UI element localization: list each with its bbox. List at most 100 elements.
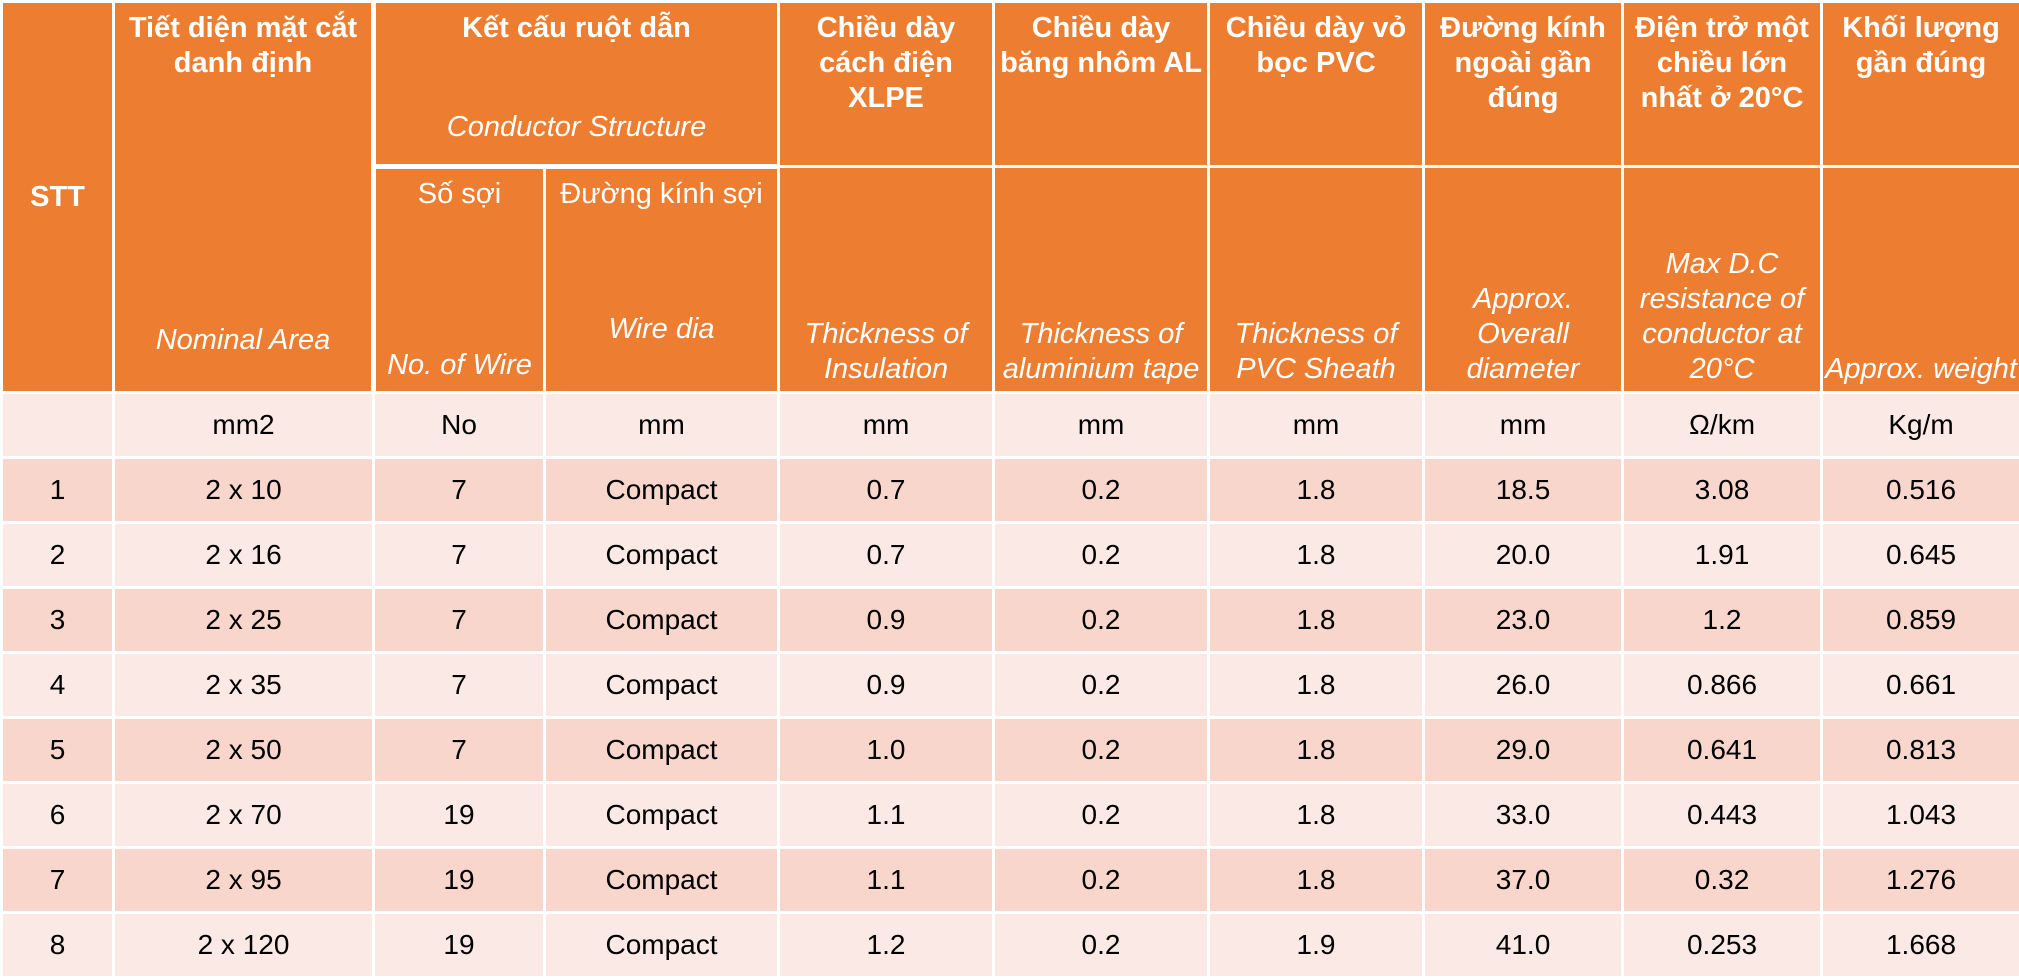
table-cell: 0.2 [992,911,1211,979]
table-cell: Compact [542,846,781,914]
table-cell: 2 x 120 [112,911,375,979]
unit-cell: mm [992,391,1211,459]
table-cell: Compact [542,651,781,719]
table-cell: 0.661 [1820,651,2019,719]
table-cell: 1 [0,456,115,524]
table-cell: 19 [372,846,546,914]
table-cell: 19 [372,781,546,849]
unit-cell: mm [542,391,781,459]
table-cell: 1.8 [1207,716,1426,784]
header-weight-vi: Khối lượng gần đúng [1820,0,2019,168]
table-cell: 1.668 [1820,911,2019,979]
table-cell: 7 [372,521,546,589]
table-cell: 0.2 [992,846,1211,914]
table-cell: Compact [542,586,781,654]
table-cell: 4 [0,651,115,719]
table-cell: 0.2 [992,521,1211,589]
table-cell: 7 [372,651,546,719]
table-cell: 0.2 [992,651,1211,719]
header-sheath-vi: Chiều dày vỏ bọc PVC [1207,0,1426,168]
unit-cell: mm [777,391,996,459]
table-cell: 3.08 [1621,456,1824,524]
table-cell: 1.91 [1621,521,1824,589]
table-cell: 33.0 [1422,781,1625,849]
table-cell: 6 [0,781,115,849]
table-cell: 0.813 [1820,716,2019,784]
header-diameter-vi: Đường kính ngoài gần đúng [1422,0,1625,168]
table-cell: 37.0 [1422,846,1625,914]
header-nominal-area: Tiết diện mặt cắt danh định Nominal Area [112,0,376,394]
table-cell: 18.5 [1422,456,1625,524]
table-cell: 20.0 [1422,521,1625,589]
header-insulation-en: Thickness of Insulation [777,165,996,394]
table-cell: Compact [542,911,781,979]
table-cell: 1.8 [1207,651,1426,719]
table-cell: 2 x 35 [112,651,375,719]
table-cell: 1.1 [777,846,996,914]
table-cell: 19 [372,911,546,979]
table-cell: 1.1 [777,781,996,849]
table-cell: 0.516 [1820,456,2019,524]
table-cell: 1.8 [1207,586,1426,654]
table-cell: Compact [542,456,781,524]
unit-cell: mm2 [112,391,375,459]
table-cell: 26.0 [1422,651,1625,719]
table-cell: 0.253 [1621,911,1824,979]
header-insulation-vi: Chiều dày cách điện XLPE [777,0,996,168]
table-cell: 2 x 25 [112,586,375,654]
table-cell: 1.8 [1207,781,1426,849]
table-cell: 0.2 [992,781,1211,849]
table-cell: 1.0 [777,716,996,784]
table-cell: Compact [542,716,781,784]
table-cell: 41.0 [1422,911,1625,979]
table-cell: 2 [0,521,115,589]
header-weight-en: Approx. weight [1820,165,2019,394]
table-cell: Compact [542,521,781,589]
table-cell: 0.2 [992,716,1211,784]
table-cell: 0.7 [777,456,996,524]
header-diameter-en: Approx. Overall diameter [1422,165,1625,394]
table-cell: 7 [372,586,546,654]
unit-cell: Kg/m [1820,391,2019,459]
table-cell: 8 [0,911,115,979]
header-sheath-en: Thickness of PVC Sheath [1207,165,1426,394]
table-cell: 0.7 [777,521,996,589]
table-cell: 0.859 [1820,586,2019,654]
table-cell: 29.0 [1422,716,1625,784]
table-cell: 2 x 10 [112,456,375,524]
header-no-of-wire: Số sợi No. of Wire [372,165,546,394]
table-cell: 0.641 [1621,716,1824,784]
table-cell: 0.645 [1820,521,2019,589]
table-cell: 0.2 [992,586,1211,654]
unit-cell: Ω/km [1621,391,1824,459]
table-cell: 0.2 [992,456,1211,524]
units-row: mm2 No mm mm mm mm mm Ω/km Kg/m [0,391,2019,459]
header-wire-dia: Đường kính sợi Wire dia [542,165,781,394]
table-cell: 1.8 [1207,846,1426,914]
table-cell: 2 x 50 [112,716,375,784]
table-cell: 2 x 95 [112,846,375,914]
table-cell: 1.8 [1207,521,1426,589]
header-stt: STT [0,0,115,394]
table-cell: 1.2 [1621,586,1824,654]
unit-cell [0,391,115,459]
header-conductor-structure: Kết cấu ruột dẫn Conductor Structure [371,0,781,169]
header-tape-vi: Chiều dày băng nhôm AL [992,0,1211,168]
unit-cell: No [372,391,546,459]
unit-cell: mm [1207,391,1426,459]
table-cell: 1.043 [1820,781,2019,849]
table-cell: 0.443 [1621,781,1824,849]
header-tape-en: Thickness of aluminium tape [992,165,1211,394]
table-cell: 3 [0,586,115,654]
unit-cell: mm [1422,391,1625,459]
table-cell: 7 [372,716,546,784]
